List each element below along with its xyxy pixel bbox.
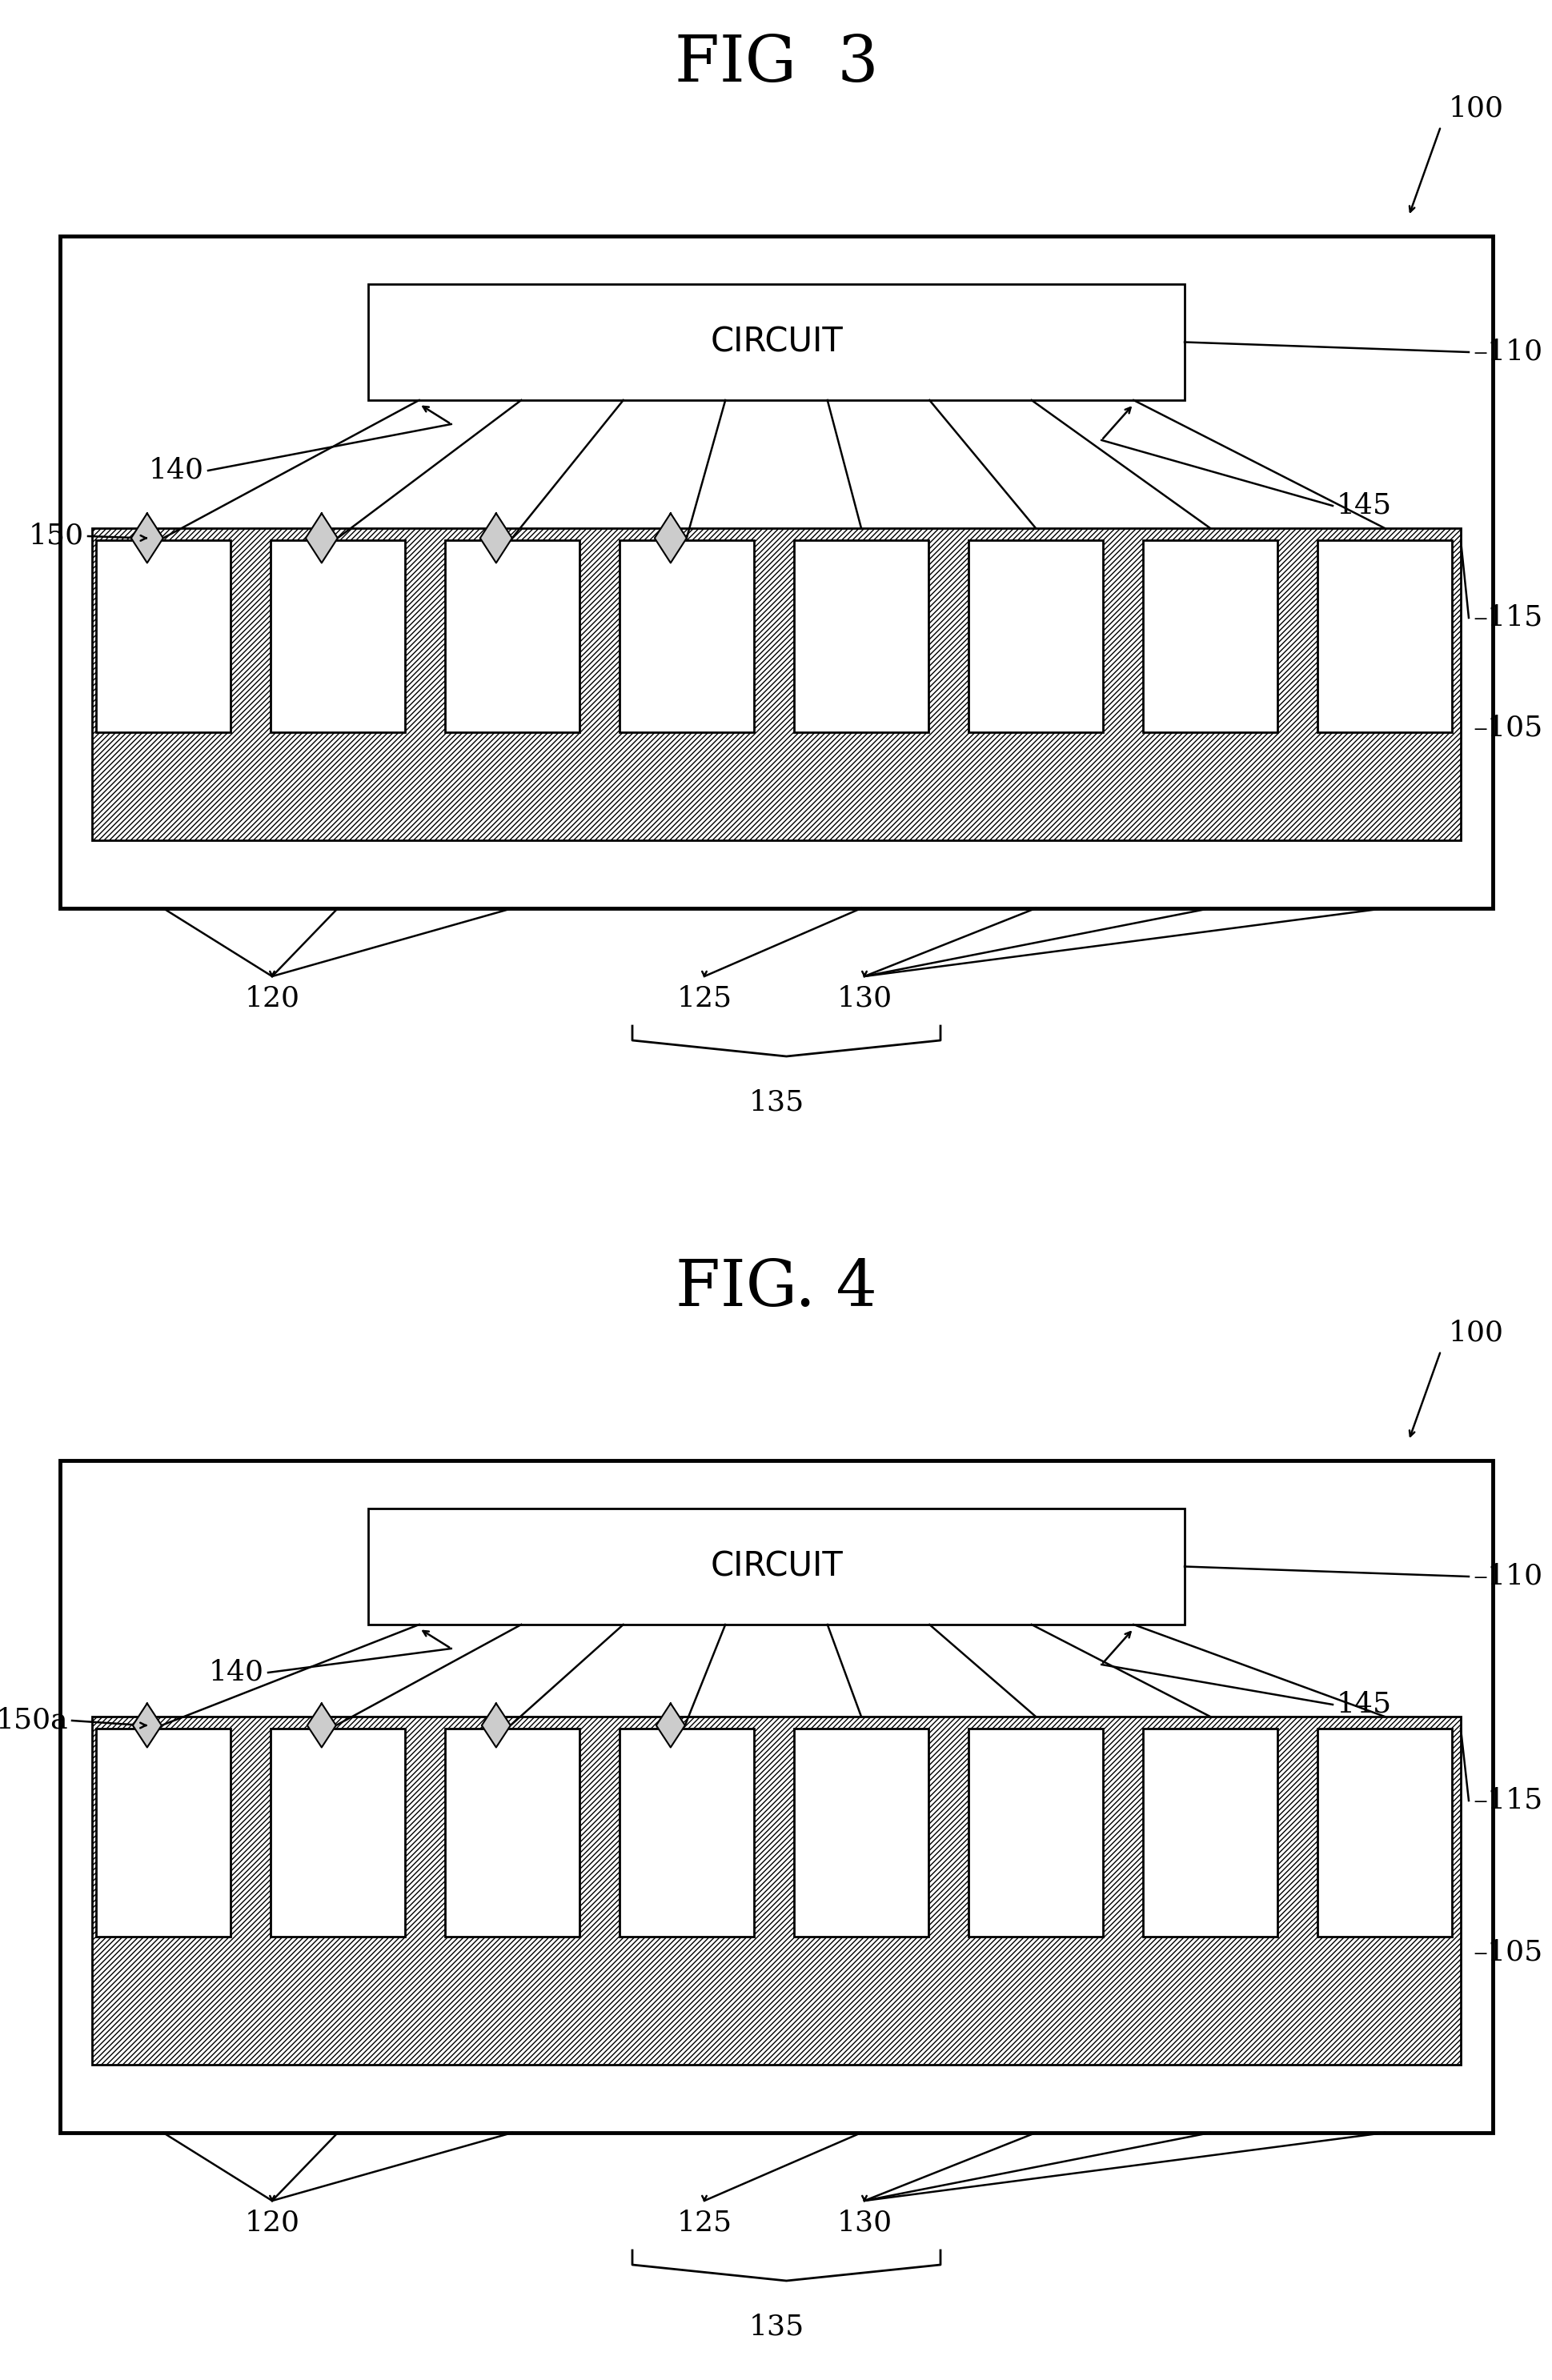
Text: –105: –105	[1473, 1940, 1543, 1966]
Text: –115: –115	[1473, 605, 1543, 631]
Bar	[61, 1461, 1493, 2132]
Bar	[445, 540, 579, 733]
Bar	[619, 540, 754, 733]
Polygon shape	[480, 514, 512, 564]
Bar	[968, 1728, 1103, 1937]
Bar	[619, 1728, 754, 1937]
Polygon shape	[656, 1704, 684, 1747]
Bar	[61, 236, 1493, 909]
Text: CIRCUIT: CIRCUIT	[711, 1549, 843, 1583]
Bar	[92, 528, 1460, 840]
Polygon shape	[307, 1704, 337, 1747]
Bar	[368, 1509, 1184, 1626]
Text: 130: 130	[837, 2209, 892, 2235]
Text: 135: 135	[748, 2313, 804, 2340]
Bar	[96, 540, 231, 733]
Text: 150a: 150a	[0, 1706, 68, 1735]
Polygon shape	[481, 1704, 511, 1747]
Polygon shape	[655, 514, 686, 564]
Bar	[92, 1716, 1460, 2066]
Bar	[795, 540, 928, 733]
Bar	[968, 540, 1103, 733]
Bar	[795, 1728, 928, 1937]
Text: CIRCUIT: CIRCUIT	[711, 326, 843, 359]
Bar	[1142, 540, 1277, 733]
Polygon shape	[133, 1704, 161, 1747]
Text: 135: 135	[748, 1088, 804, 1116]
Bar	[270, 1728, 405, 1937]
Text: 120: 120	[245, 985, 300, 1011]
Text: –115: –115	[1473, 1787, 1543, 1814]
Text: 145: 145	[1336, 493, 1392, 519]
Text: –110: –110	[1473, 1564, 1543, 1590]
Text: 140: 140	[210, 1659, 264, 1685]
Text: 100: 100	[1448, 95, 1504, 121]
Polygon shape	[306, 514, 338, 564]
Polygon shape	[130, 514, 163, 564]
Text: 130: 130	[837, 985, 892, 1011]
Text: FIG. 4: FIG. 4	[675, 1257, 877, 1319]
Bar	[270, 540, 405, 733]
Bar	[1318, 540, 1453, 733]
Text: 120: 120	[245, 2209, 300, 2235]
Bar	[368, 283, 1184, 400]
Text: 100: 100	[1448, 1319, 1504, 1347]
Bar	[1318, 1728, 1453, 1937]
Text: –110: –110	[1473, 338, 1543, 367]
Text: –105: –105	[1473, 714, 1543, 743]
Text: 125: 125	[677, 985, 733, 1011]
Text: 125: 125	[677, 2209, 733, 2235]
Bar	[445, 1728, 579, 1937]
Text: 140: 140	[149, 457, 205, 483]
Text: 145: 145	[1336, 1690, 1392, 1718]
Bar	[1142, 1728, 1277, 1937]
Bar	[96, 1728, 231, 1937]
Text: 150: 150	[29, 524, 84, 550]
Text: FIG  3: FIG 3	[675, 33, 878, 95]
